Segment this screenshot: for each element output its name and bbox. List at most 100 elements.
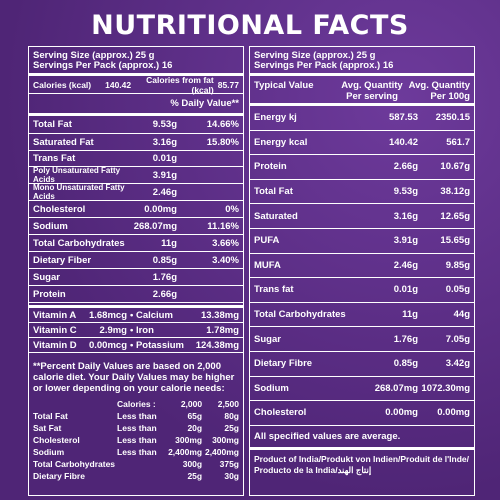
nutrient-amount: 0.00mg (144, 203, 177, 215)
calories-label: Calories (kcal) (33, 79, 92, 90)
nutrient-label: Protein (33, 288, 66, 300)
typical-label: MUFA (254, 259, 281, 271)
per-serving-value: 9.53g (393, 186, 418, 198)
nutrient-amount: 9.53g (152, 119, 177, 130)
reference-2500-value: 80g (224, 411, 239, 421)
per-100g-value: 0.05g (445, 284, 470, 296)
reference-condition: Less than (117, 411, 157, 421)
typical-row: MUFA 2.46g 9.85g (250, 254, 474, 279)
nutrient-amount: 268.07mg (133, 220, 177, 232)
nutrient-daily-value: 3.40% (212, 254, 239, 266)
col-typical-value: Typical Value (254, 80, 314, 91)
typical-row: Cholesterol 0.00mg 0.00mg (250, 401, 474, 426)
per-100g-value: 7.05g (445, 333, 470, 345)
typical-label: Sugar (254, 333, 281, 345)
nutrient-rows: Total Fat 9.53g 14.66% Saturated Fat 3.16g 15… (29, 116, 243, 303)
vitamin-value: 2.9mg (99, 324, 127, 336)
nutrient-row: Dietary Fiber 0.85g 3.40% (29, 252, 243, 269)
reference-2500-value: 2,400mg (204, 447, 239, 457)
reference-row: Dietary Fibre 25g 30g (29, 470, 243, 482)
nutrient-amount: 3.91g (152, 169, 177, 181)
reference-row: Sat Fat Less than 20g 25g (29, 422, 243, 434)
typical-row: Sodium 268.07mg 1072.30mg (250, 377, 474, 402)
nutrient-row: Cholesterol 0.00mg 0% (29, 201, 243, 218)
typical-label: Trans fat (254, 284, 294, 296)
reference-row: Total Carbohydrates 300g 375g (29, 458, 243, 470)
typical-values-panel: Serving Size (approx.) 25 g Servings Per… (249, 46, 475, 496)
nutrient-label: Saturated Fat (33, 136, 94, 148)
mineral-label: • Potassium (130, 339, 185, 351)
nutrient-label: Total Fat (33, 119, 72, 130)
reference-condition (116, 470, 165, 482)
reference-2000-value: 65g (187, 411, 203, 421)
reference-label: Sat Fat (33, 423, 62, 433)
vitamin-row: Vitamin A 1.68mcg • Calcium 13.38mg (29, 308, 243, 323)
nutrient-row: Poly Unsaturated Fatty Acids 3.91g (29, 166, 243, 184)
origin-statement: Product of India/Produkt von Indien/Prod… (254, 453, 469, 475)
nutrient-row: Mono Unsaturated Fatty Acids 2.46g (29, 183, 243, 201)
reference-condition: Less than (117, 435, 157, 445)
reference-2000-value: 300mg (175, 435, 203, 445)
reference-condition (116, 458, 165, 470)
reference-2500-value: 375g (219, 459, 239, 469)
nutrient-amount: 3.16g (152, 136, 177, 148)
reference-row: Total Fat Less than 65g 80g (29, 410, 243, 422)
servings-per-pack: Servings Per Pack (approx.) 16 (250, 60, 474, 76)
typical-row: Sugar 1.76g 7.05g (250, 327, 474, 352)
reference-2500-value: 300mg (212, 435, 239, 445)
col-per-100g: Avg. Quantity Per 100g (408, 80, 470, 102)
nutrient-row: Sodium 268.07mg 11.16% (29, 218, 243, 235)
reference-label: Cholesterol (33, 435, 80, 445)
typical-label: Saturated (254, 210, 298, 222)
vitamin-value: 0.00mcg (88, 339, 127, 351)
reference-label: Dietary Fibre (33, 471, 85, 481)
typical-label: Energy kj (254, 112, 297, 124)
typical-row: PUFA 3.91g 15.65g (250, 229, 474, 254)
nutrient-amount: 1.76g (152, 271, 177, 283)
mineral-label: • Calcium (130, 309, 173, 321)
calories-value: 140.42 (105, 79, 132, 90)
nutrient-amount: 2.66g (152, 288, 177, 300)
per-100g-value: 1072.30mg (421, 382, 470, 394)
reference-condition: Less than (117, 423, 157, 433)
calories-fat-label: Calories from fat (kcal) (146, 74, 214, 95)
per-serving-value: 1.76g (393, 333, 418, 345)
reference-2500: 2,500 (217, 399, 239, 409)
nutrient-daily-value: 14.66% (206, 119, 239, 130)
per-serving-value: 0.01g (393, 284, 418, 296)
per-100g-value: 15.65g (440, 235, 470, 247)
nutrient-label: Sugar (33, 271, 60, 283)
nutrient-row: Total Fat 9.53g 14.66% (29, 116, 243, 134)
typical-label: Protein (254, 161, 287, 173)
daily-value-footnote: **Percent Daily Values are based on 2,00… (33, 361, 235, 394)
nutrient-amount: 11g (161, 237, 177, 249)
reference-2000-value: 2,400mg (168, 447, 203, 457)
typical-row: Energy kcal 140.42 561.7 (250, 131, 474, 156)
nutrient-label: Cholesterol (33, 203, 86, 215)
nutrition-facts-panel: Serving Size (approx.) 25 g Servings Per… (28, 46, 244, 496)
per-serving-value: 587.53 (388, 112, 418, 124)
typical-label: Dietary Fibre (254, 358, 313, 370)
per-serving-value: 2.66g (393, 161, 418, 173)
vitamin-label: Vitamin C (33, 324, 77, 336)
reference-2500-value: 30g (224, 471, 239, 481)
mineral-value: 124.38mg (195, 339, 239, 351)
per-100g-value: 44g (453, 309, 470, 321)
typical-label: Cholesterol (254, 407, 307, 419)
reference-2000-value: 20g (187, 423, 203, 433)
per-100g-value: 2350.15 (435, 112, 470, 124)
nutrient-label: Trans Fat (33, 153, 76, 164)
nutrient-label: Poly Unsaturated Fatty Acids (33, 166, 121, 184)
nutrient-row: Sugar 1.76g (29, 269, 243, 286)
vitamin-label: Vitamin A (33, 309, 77, 321)
servings-per-pack: Servings Per Pack (approx.) 16 (29, 60, 243, 76)
reference-label: Total Fat (33, 411, 68, 421)
per-serving-value: 0.85g (393, 358, 418, 370)
per-100g-value: 10.67g (440, 161, 470, 173)
table-header: Typical Value Avg. Quantity Per serving … (250, 76, 474, 106)
per-100g-value: 561.7 (446, 136, 470, 148)
vitamin-row: Vitamin D 0.00mcg • Potassium 124.38mg (29, 338, 243, 353)
vitamin-rows: Vitamin A 1.68mcg • Calcium 13.38mg Vitamin … (29, 308, 243, 353)
reference-condition: Less than (117, 447, 157, 457)
typical-row: Protein 2.66g 10.67g (250, 155, 474, 180)
